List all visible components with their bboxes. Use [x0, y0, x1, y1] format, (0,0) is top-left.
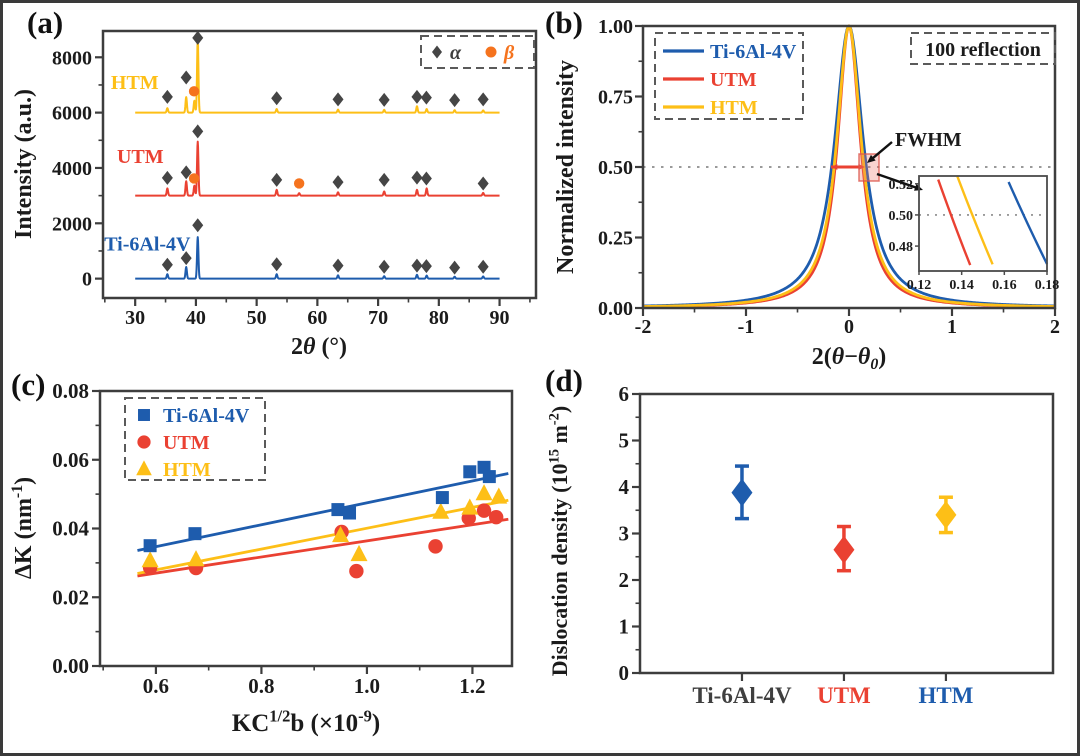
svg-text:α: α	[450, 42, 462, 64]
panel-label-d: (d)	[545, 363, 583, 398]
svg-text:0.8: 0.8	[248, 674, 274, 698]
svg-text:-2: -2	[635, 316, 652, 338]
panel-label-c: (c)	[11, 367, 46, 402]
svg-text:8000: 8000	[52, 47, 92, 69]
svg-text:0.16: 0.16	[992, 278, 1017, 293]
svg-text:5: 5	[619, 429, 630, 453]
svg-text:0: 0	[844, 316, 854, 338]
svg-text:1.0: 1.0	[354, 674, 380, 698]
svg-text:β: β	[503, 42, 515, 64]
svg-text:0: 0	[619, 661, 630, 685]
svg-text:ΔK (nm-1): ΔK (nm-1)	[9, 477, 37, 579]
svg-text:Intensity (a.u.): Intensity (a.u.)	[11, 89, 37, 239]
svg-text:HTM: HTM	[710, 97, 758, 119]
svg-text:0.12: 0.12	[907, 278, 932, 293]
panel-label-b: (b)	[545, 5, 583, 40]
svg-text:0.50: 0.50	[889, 209, 914, 224]
svg-text:0.00: 0.00	[598, 298, 633, 320]
svg-text:0.14: 0.14	[949, 278, 974, 293]
svg-text:70: 70	[368, 307, 388, 329]
svg-text:UTM: UTM	[163, 432, 210, 454]
svg-text:0.00: 0.00	[52, 654, 89, 678]
svg-text:Ti-6Al-4V: Ti-6Al-4V	[104, 233, 191, 255]
svg-text:Ti-6Al-4V: Ti-6Al-4V	[692, 683, 792, 708]
svg-text:Normalized intensity: Normalized intensity	[553, 60, 579, 274]
svg-text:2θ (°): 2θ (°)	[291, 334, 347, 360]
svg-text:2: 2	[1050, 316, 1060, 338]
svg-text:2: 2	[619, 568, 630, 592]
svg-text:4000: 4000	[52, 158, 92, 180]
svg-text:HTM: HTM	[163, 459, 211, 481]
chart-dislocation-density: 0 1 2 3 4 5 6 Dislocation density (1015 m-2) Ti-…	[547, 382, 1055, 708]
chart-xrd-patterns: 30 40 50 60 70 80 90 0 2000 4000 6000 8000 2θ (°) Int…	[11, 29, 538, 360]
svg-text:KC1/2b (×10-9): KC1/2b (×10-9)	[232, 707, 380, 738]
svg-text:1: 1	[619, 615, 630, 639]
panel-label-a: (a)	[27, 5, 64, 40]
svg-text:4: 4	[619, 475, 630, 499]
chart-williamson-hall: 0.6 0.8 1.0 1.2 0.00 0.02 0.04 0.06 0.08 KC1/2b (…	[9, 381, 514, 738]
svg-text:30: 30	[125, 307, 145, 329]
chart-peak-profile: -2 -1 0 1 2 0.00 0.25 0.50 0.75 1.00 2(θ−θ0) Normal…	[553, 16, 1060, 373]
svg-text:100 reflection: 100 reflection	[925, 39, 1041, 61]
svg-text:40: 40	[186, 307, 206, 329]
svg-text:0.18: 0.18	[1035, 278, 1060, 293]
svg-text:1: 1	[947, 316, 957, 338]
svg-text:0.02: 0.02	[52, 585, 89, 609]
svg-text:80: 80	[429, 307, 449, 329]
svg-text:1.00: 1.00	[598, 16, 633, 38]
svg-text:6: 6	[619, 382, 630, 406]
svg-text:UTM: UTM	[117, 146, 164, 168]
svg-text:2(θ−θ0): 2(θ−θ0)	[812, 344, 887, 373]
svg-text:3: 3	[619, 522, 630, 546]
svg-text:-1: -1	[738, 316, 755, 338]
svg-text:0.50: 0.50	[598, 157, 633, 179]
svg-text:6000: 6000	[52, 103, 92, 125]
svg-text:Ti-6Al-4V: Ti-6Al-4V	[163, 405, 250, 427]
svg-text:FWHM: FWHM	[895, 129, 962, 151]
svg-text:60: 60	[307, 307, 327, 329]
svg-text:HTM: HTM	[111, 72, 159, 94]
svg-text:0: 0	[82, 269, 92, 291]
svg-text:0.52: 0.52	[889, 178, 914, 193]
svg-text:0.08: 0.08	[52, 381, 89, 403]
svg-text:0.75: 0.75	[598, 87, 633, 109]
svg-text:1.2: 1.2	[459, 674, 485, 698]
svg-text:Dislocation density (1015 m-2): Dislocation density (1015 m-2)	[547, 406, 572, 676]
svg-text:0.6: 0.6	[143, 674, 169, 698]
svg-text:0.25: 0.25	[598, 228, 633, 250]
svg-text:2000: 2000	[52, 213, 92, 235]
svg-text:0.04: 0.04	[52, 517, 89, 541]
svg-text:90: 90	[490, 307, 510, 329]
svg-text:Ti-6Al-4V: Ti-6Al-4V	[710, 41, 797, 63]
svg-text:UTM: UTM	[710, 69, 757, 91]
svg-text:0.06: 0.06	[52, 448, 89, 472]
svg-text:50: 50	[247, 307, 267, 329]
svg-text:HTM: HTM	[918, 683, 973, 708]
svg-text:UTM: UTM	[817, 683, 871, 708]
svg-text:0.48: 0.48	[889, 240, 914, 255]
